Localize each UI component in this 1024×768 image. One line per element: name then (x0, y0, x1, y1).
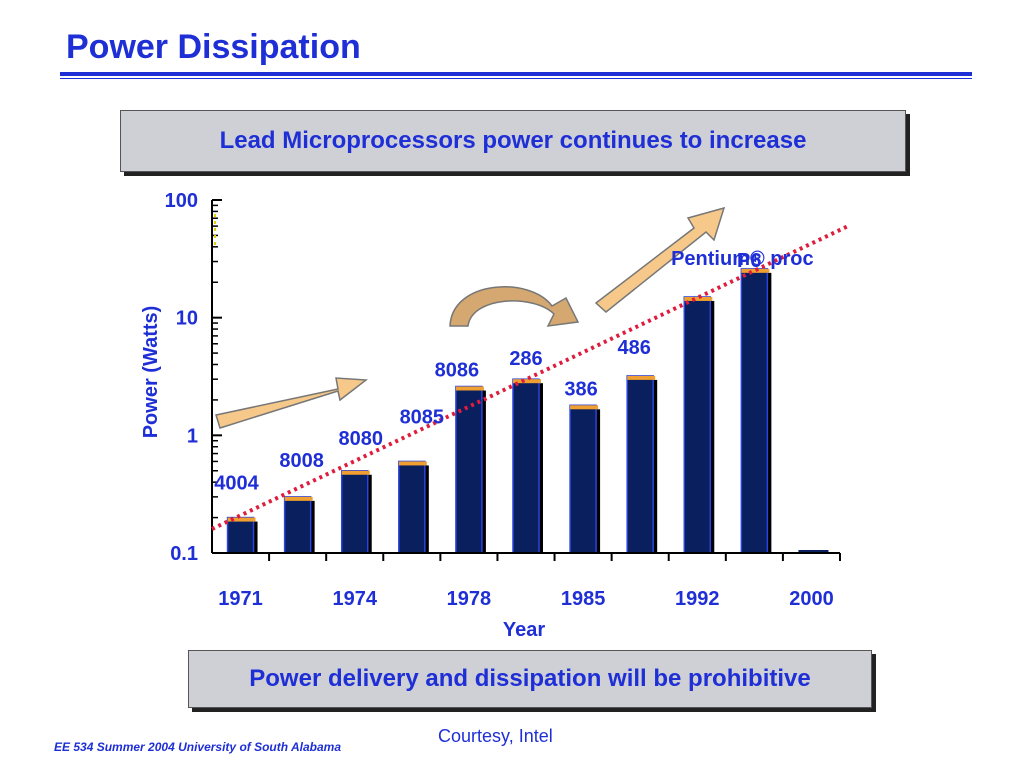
bar-cap (455, 386, 484, 391)
top-callout-box: Lead Microprocessors power continues to … (120, 110, 906, 172)
bar-cap (398, 461, 427, 466)
courtesy-credit: Courtesy, Intel (438, 726, 553, 746)
bar (569, 404, 597, 554)
axes-group: 100 10 1 0.1 1971 1974 1978 1985 1992 2000 (165, 190, 841, 610)
bar-group (226, 268, 829, 554)
bar (798, 550, 829, 553)
x-tick-label: 1974 (332, 588, 377, 610)
bar-label: 8086 (435, 360, 480, 382)
arrow-icon (215, 377, 369, 429)
bar-cap (684, 296, 713, 301)
bar-cap (284, 496, 313, 501)
bar-label: 8085 (400, 406, 445, 428)
bar-cap (627, 375, 656, 380)
bar-cap (227, 517, 256, 522)
bar (683, 296, 712, 554)
bar (226, 516, 255, 554)
bar-label: P6 (737, 250, 761, 272)
bar (340, 470, 369, 554)
bar-label: 486 (617, 337, 650, 359)
x-axis-label: Year (503, 619, 545, 641)
bar-cap (741, 268, 770, 273)
bar (398, 460, 426, 554)
y-tick-label: 100 (165, 190, 198, 212)
bottom-callout-text: Power delivery and dissipation will be p… (249, 665, 811, 692)
decorative-arrows (215, 206, 726, 429)
trend-line (211, 224, 849, 531)
bar (512, 378, 540, 554)
bar-label: 286 (509, 348, 542, 370)
x-tick-label: 1992 (675, 588, 720, 610)
arrow-icon (594, 206, 726, 313)
bar-label: Pentium® proc (671, 248, 814, 270)
bar-label: 386 (564, 378, 597, 400)
title-underline (60, 72, 972, 76)
x-tick-label: 1971 (218, 588, 263, 610)
footer-text: EE 534 Summer 2004 University of South A… (54, 740, 341, 754)
y-axis-label: Power (Watts) (140, 306, 162, 439)
bar-label: 8008 (279, 450, 324, 472)
bottom-callout-box: Power delivery and dissipation will be p… (188, 650, 872, 708)
x-tick-label: 2000 (789, 588, 834, 610)
bar (283, 496, 312, 554)
bar-labels-group: 4004 8008 8080 8085 8086 286 386 486 P6Pentium® … (214, 248, 813, 495)
trend-group (211, 224, 849, 531)
bar (626, 375, 654, 554)
curved-arrow-icon (449, 286, 580, 327)
x-tick-label: 1985 (561, 588, 606, 610)
title-underline-thin (60, 78, 972, 79)
y-tick-label: 1 (187, 425, 198, 447)
slide-title: Power Dissipation (66, 28, 361, 66)
y-tick-label: 0.1 (170, 543, 198, 565)
y-tick-label: 10 (176, 308, 198, 330)
bar-label: 4004 (214, 473, 259, 495)
bar-cap (570, 405, 599, 410)
top-callout-text: Lead Microprocessors power continues to … (219, 127, 807, 154)
bar-label: 8080 (338, 428, 383, 450)
bar (740, 268, 769, 554)
bar-cap (341, 470, 370, 475)
bar-cap (513, 379, 541, 384)
x-tick-label: 1978 (447, 588, 492, 610)
